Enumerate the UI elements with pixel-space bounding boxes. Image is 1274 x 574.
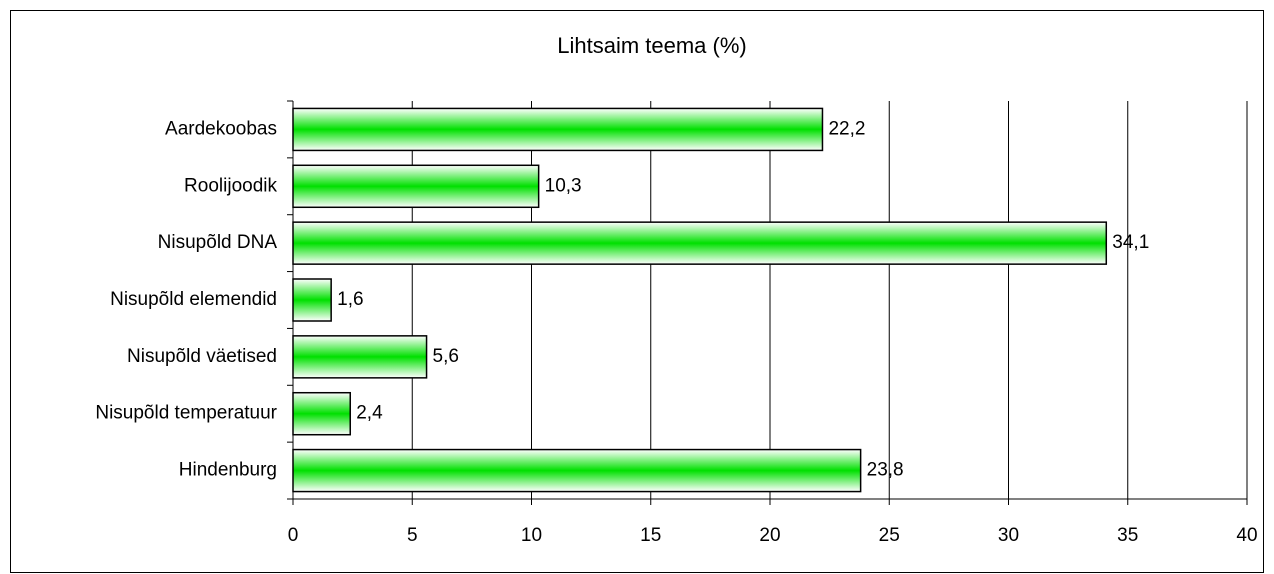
x-tick-label: 10 [521, 525, 542, 546]
x-tick-label: 30 [998, 525, 1019, 546]
x-tick-label: 5 [407, 525, 418, 546]
bar [292, 448, 862, 493]
bar [292, 391, 351, 436]
y-tick-label: Aardekoobas [165, 118, 277, 139]
bar [292, 335, 428, 379]
y-tick-label: Roolijoodik [184, 175, 277, 196]
x-tick-label: 15 [640, 525, 661, 546]
y-tick-label: Nisupõld väetised [127, 346, 277, 367]
data-label: 1,6 [337, 289, 363, 310]
x-tick-label: 20 [759, 525, 780, 546]
bar [292, 221, 1108, 265]
x-tick-label: 40 [1236, 525, 1257, 546]
bar [292, 107, 824, 152]
bar [292, 278, 332, 322]
data-label: 10,3 [545, 175, 582, 196]
data-label: 5,6 [433, 346, 459, 367]
data-label: 22,2 [828, 118, 865, 139]
bar [292, 164, 540, 209]
data-label: 23,8 [867, 460, 904, 481]
chart-title: Lihtsaim teema (%) [557, 33, 747, 58]
y-tick-label: Hindenburg [179, 460, 277, 481]
data-label: 2,4 [356, 403, 383, 424]
x-tick-label: 25 [879, 525, 900, 546]
x-tick-label: 35 [1117, 525, 1138, 546]
x-tick-label: 0 [288, 525, 299, 546]
data-label: 34,1 [1112, 232, 1149, 253]
y-tick-label: Nisupõld temperatuur [95, 403, 277, 424]
y-tick-label: Nisupõld elemendid [110, 289, 277, 310]
y-tick-label: Nisupõld DNA [158, 232, 278, 253]
